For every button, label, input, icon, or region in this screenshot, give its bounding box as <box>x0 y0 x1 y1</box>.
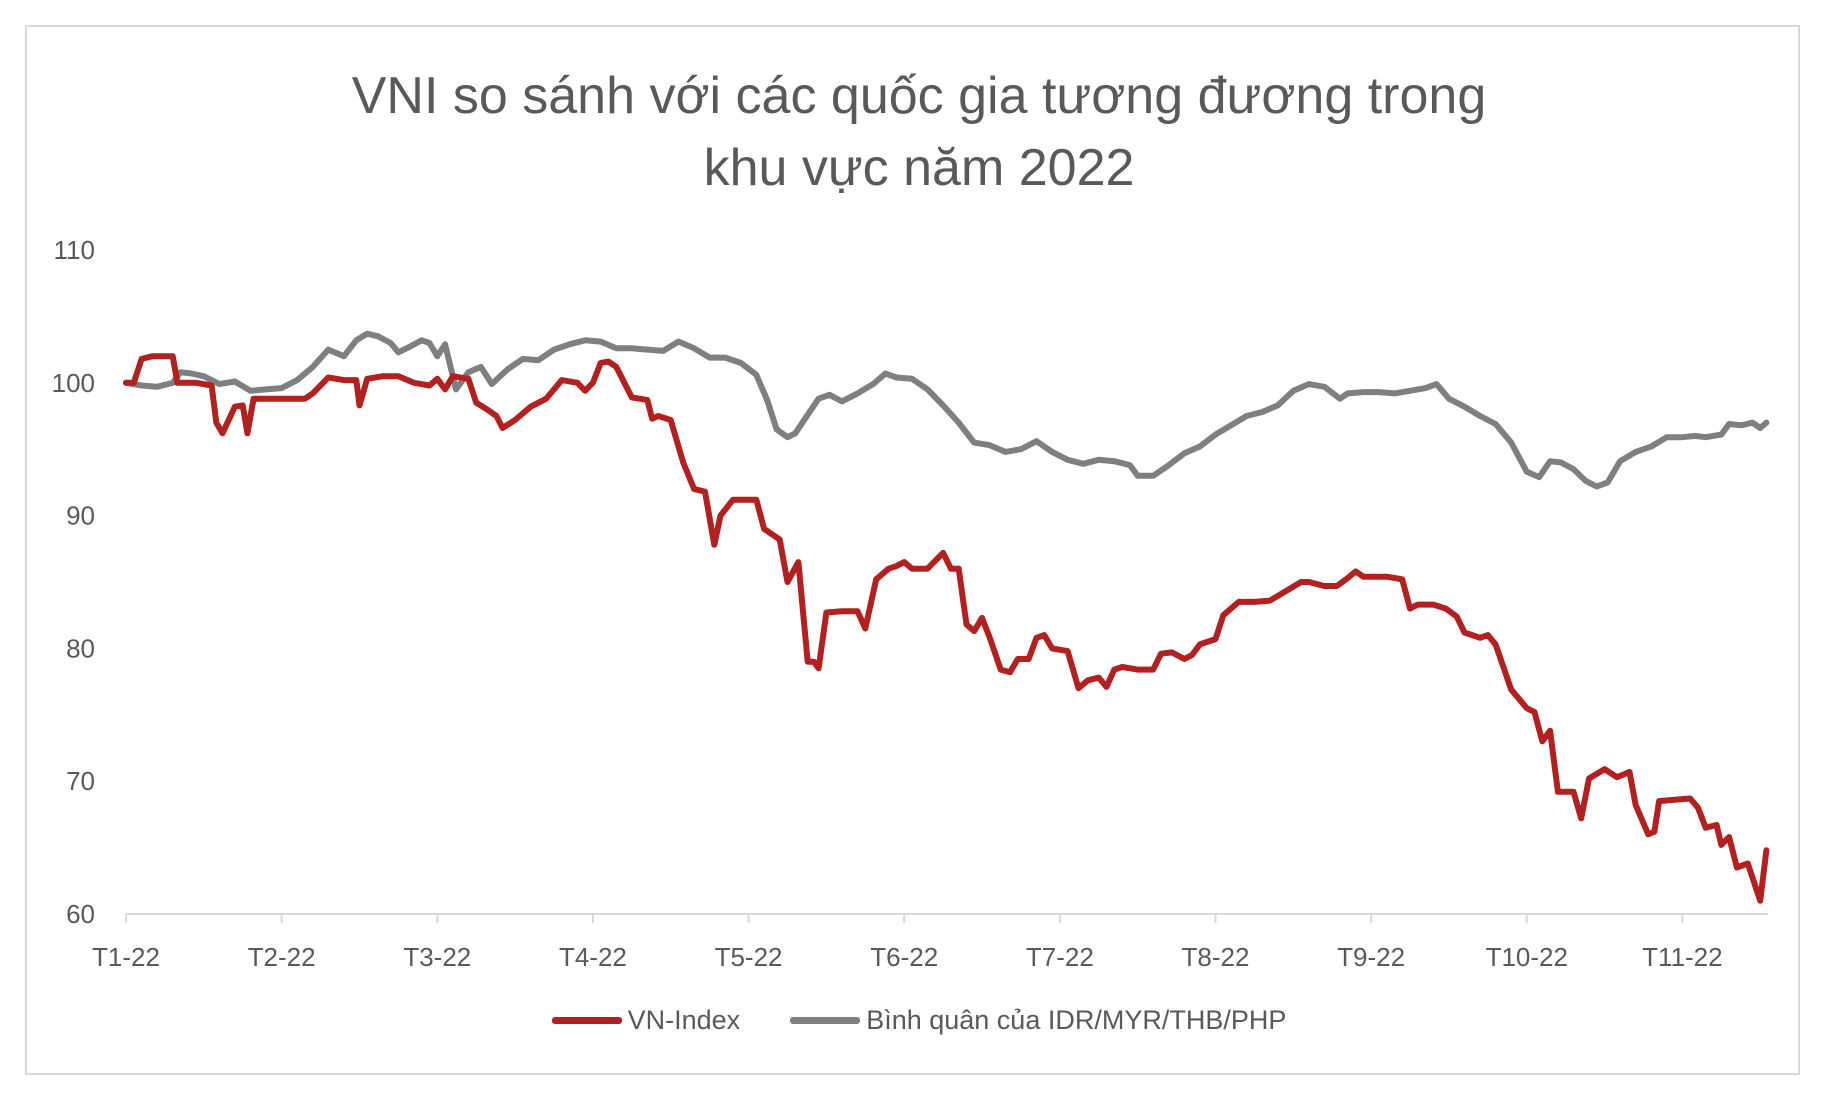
y-tick-label-70: 70 <box>66 766 95 796</box>
legend-swatch-regional-average <box>790 1017 861 1024</box>
x-tick-label-T4-22: T4-22 <box>559 942 627 972</box>
chart-title: VNI so sánh với các quốc gia tương đương… <box>0 60 1838 204</box>
chart-title-line-2: khu vực năm 2022 <box>703 139 1135 197</box>
legend-item-vn-index: VN-Index <box>551 1005 741 1036</box>
x-tick-label-T8-22: T8-22 <box>1182 942 1250 972</box>
legend: VN-Index Bình quân của IDR/MYR/THB/PHP <box>0 1005 1838 1036</box>
y-tick-label-80: 80 <box>66 633 95 663</box>
chart-frame <box>25 25 1800 1075</box>
x-tick-label-T3-22: T3-22 <box>403 942 471 972</box>
legend-swatch-vn-index <box>551 1017 622 1024</box>
y-axis-labels: 60 70 80 90 100 110 <box>52 235 95 929</box>
x-tick-label-T6-22: T6-22 <box>870 942 938 972</box>
y-tick-label-90: 90 <box>66 501 95 531</box>
x-axis: T1-22 T2-22 T3-22 T4-22 T5-22 T6-22 T7-22 T8-22… <box>92 913 1768 972</box>
chart-title-line-1: VNI so sánh với các quốc gia tương đương… <box>351 67 1487 125</box>
x-tick-label-T1-22: T1-22 <box>92 942 160 972</box>
series-line-vn-index <box>123 353 1770 904</box>
x-tick-label-T5-22: T5-22 <box>715 942 783 972</box>
x-tick-label-T2-22: T2-22 <box>248 942 316 972</box>
legend-label-regional-average: Bình quân của IDR/MYR/THB/PHP <box>866 1005 1287 1035</box>
y-tick-label-60: 60 <box>66 899 95 929</box>
x-tick-label-T7-22: T7-22 <box>1026 942 1094 972</box>
legend-label-vn-index: VN-Index <box>627 1005 741 1035</box>
y-tick-label-100: 100 <box>52 368 95 398</box>
legend-item-regional-average: Bình quân của IDR/MYR/THB/PHP <box>790 1005 1286 1036</box>
x-tick-label-T9-22: T9-22 <box>1337 942 1405 972</box>
series-lines <box>123 330 1770 904</box>
y-tick-label-110: 110 <box>54 235 95 265</box>
series-line-regional-average <box>123 330 1770 490</box>
x-tick-label-T10-22: T10-22 <box>1486 942 1568 972</box>
x-tick-label-T11-22: T11-22 <box>1642 942 1722 972</box>
